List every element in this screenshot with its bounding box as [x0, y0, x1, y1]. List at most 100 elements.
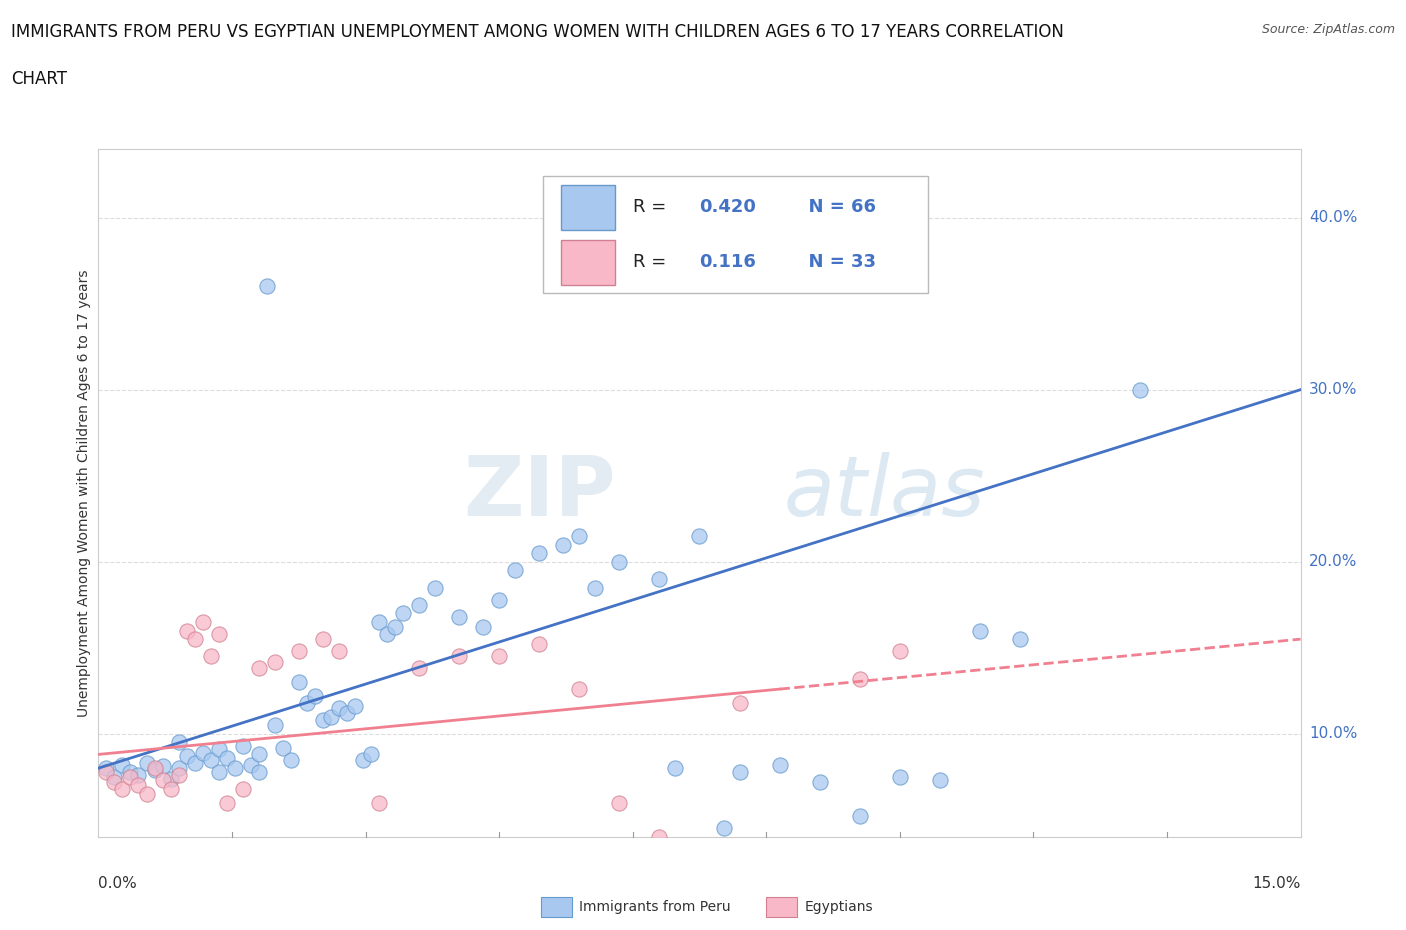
Point [271, 740, 294, 755]
Point [200, 649, 222, 664]
Point [384, 619, 406, 634]
Point [312, 712, 335, 727]
Point [191, 615, 214, 630]
Point [280, 752, 302, 767]
Text: R =: R = [633, 198, 672, 217]
Text: 40.0%: 40.0% [1309, 210, 1357, 225]
Point [304, 688, 326, 703]
Point [328, 700, 350, 715]
Point [360, 747, 382, 762]
Point [288, 644, 311, 658]
Point [472, 619, 495, 634]
Point [159, 771, 181, 786]
Point [553, 538, 575, 552]
Point [583, 580, 606, 595]
Point [568, 682, 591, 697]
Point [215, 795, 238, 810]
Point [368, 795, 391, 810]
Text: 30.0%: 30.0% [1309, 382, 1357, 397]
Point [808, 775, 831, 790]
Point [392, 606, 415, 621]
Point [295, 696, 318, 711]
Point [96, 761, 118, 776]
Point [488, 649, 510, 664]
Point [128, 777, 150, 792]
Text: N = 33: N = 33 [796, 253, 876, 272]
Point [232, 781, 254, 796]
Text: 0.420: 0.420 [699, 198, 756, 217]
Point [1129, 382, 1152, 397]
Point [648, 830, 671, 844]
Point [183, 631, 205, 646]
Point [208, 764, 231, 779]
Point [239, 757, 262, 772]
Text: ZIP: ZIP [463, 452, 616, 534]
Point [529, 637, 551, 652]
Point [143, 763, 166, 777]
Point [143, 761, 166, 776]
Point [167, 767, 190, 782]
Point [103, 769, 125, 784]
Point [889, 769, 911, 784]
Point [849, 671, 872, 686]
Point [159, 781, 181, 796]
Point [488, 592, 510, 607]
Point [768, 757, 790, 772]
Point [319, 710, 342, 724]
Point [215, 751, 238, 765]
Point [247, 747, 270, 762]
Point [135, 755, 157, 770]
Point [208, 627, 231, 642]
Point [408, 597, 430, 612]
Point [408, 661, 430, 676]
FancyBboxPatch shape [561, 185, 616, 230]
Point [200, 752, 222, 767]
Text: atlas: atlas [783, 452, 986, 534]
Point [889, 644, 911, 658]
Point [713, 821, 735, 836]
Point [111, 757, 134, 772]
Point [152, 759, 174, 774]
Point [447, 649, 470, 664]
Text: 0.0%: 0.0% [98, 876, 138, 891]
Point [336, 706, 359, 721]
Text: 10.0%: 10.0% [1309, 726, 1357, 741]
Point [969, 623, 991, 638]
Point [352, 752, 374, 767]
Point [176, 623, 198, 638]
Point [247, 764, 270, 779]
Point [728, 696, 751, 711]
FancyBboxPatch shape [561, 240, 616, 285]
Point [103, 775, 125, 790]
Point [368, 615, 391, 630]
Point [648, 571, 671, 587]
Point [176, 749, 198, 764]
Point [728, 764, 751, 779]
Text: 0.116: 0.116 [699, 253, 756, 272]
Text: N = 66: N = 66 [796, 198, 876, 217]
Point [167, 735, 190, 750]
Point [793, 846, 815, 861]
Point [263, 718, 285, 733]
Point [152, 773, 174, 788]
Point [688, 528, 710, 543]
Point [120, 764, 142, 779]
Point [929, 773, 952, 788]
Point [664, 761, 686, 776]
Text: 15.0%: 15.0% [1253, 876, 1301, 891]
Point [208, 742, 231, 757]
Text: CHART: CHART [11, 70, 67, 87]
Point [343, 698, 366, 713]
Point [609, 795, 631, 810]
Point [288, 675, 311, 690]
Text: R =: R = [633, 253, 678, 272]
Point [183, 755, 205, 770]
Point [375, 627, 398, 642]
Point [503, 563, 526, 578]
Point [96, 764, 118, 779]
Point [423, 580, 446, 595]
Text: 20.0%: 20.0% [1309, 554, 1357, 569]
Point [232, 738, 254, 753]
FancyBboxPatch shape [543, 177, 928, 293]
Point [111, 781, 134, 796]
